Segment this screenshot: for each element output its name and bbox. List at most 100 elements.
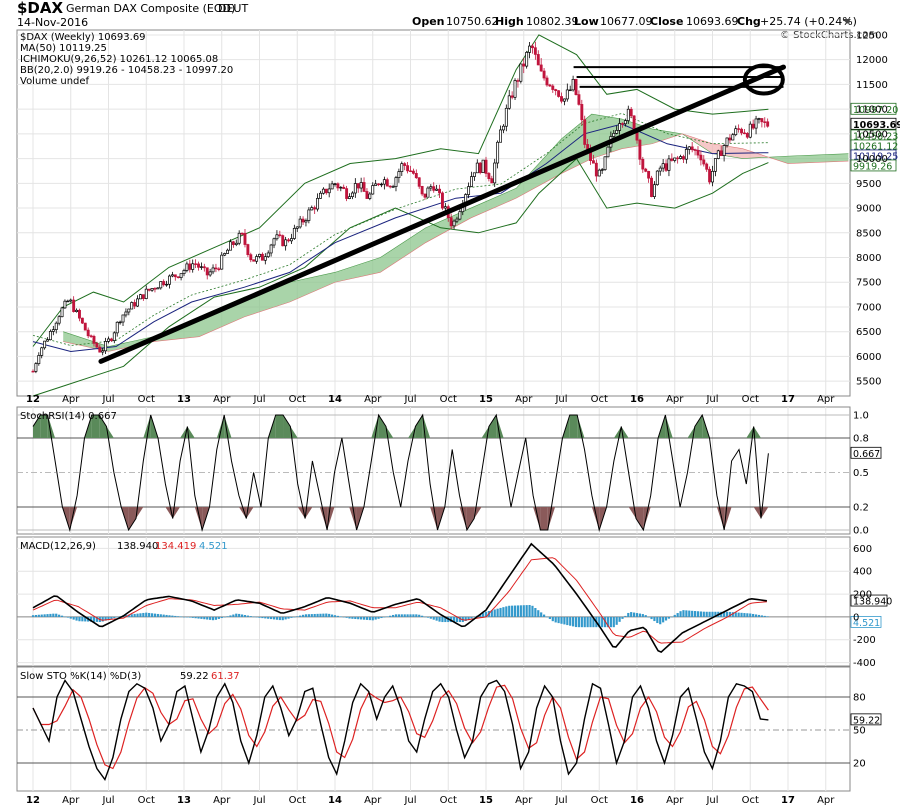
macd-histogram-bar bbox=[455, 616, 459, 623]
candle-body bbox=[374, 183, 378, 186]
candle-body bbox=[632, 115, 636, 130]
candle-body bbox=[173, 274, 177, 278]
macd-y-tick: 200 bbox=[853, 590, 872, 601]
candle-body bbox=[664, 163, 668, 171]
candle-body bbox=[75, 309, 79, 312]
macd-histogram-bar bbox=[214, 616, 218, 620]
candle-body bbox=[501, 125, 505, 131]
x-tick-label: Apr bbox=[213, 394, 231, 405]
macd-histogram-bar bbox=[191, 616, 194, 618]
stochrsi-oversold-fill bbox=[636, 507, 644, 530]
trendline bbox=[98, 64, 786, 364]
candle-body bbox=[713, 158, 717, 172]
ohlc-chg-label: Chg bbox=[737, 15, 761, 28]
macd-histogram-bar bbox=[63, 616, 67, 618]
macd-histogram-bar bbox=[499, 607, 502, 617]
candle-body bbox=[333, 183, 337, 185]
candle-body bbox=[144, 288, 148, 299]
candle-body bbox=[197, 263, 200, 268]
macd-histogram-bar bbox=[397, 614, 400, 617]
macd-histogram-bar bbox=[49, 613, 52, 617]
candle-body bbox=[141, 294, 145, 299]
macd-histogram-bar bbox=[322, 613, 325, 617]
highlight-circle bbox=[742, 63, 785, 96]
macd-histogram-bar bbox=[484, 611, 488, 617]
candle-body bbox=[629, 108, 633, 117]
candle-body bbox=[109, 338, 113, 341]
macd-histogram-bar bbox=[46, 614, 49, 617]
price-panel-frame bbox=[16, 29, 851, 397]
macd-histogram-bar bbox=[406, 614, 409, 617]
candle-body bbox=[449, 217, 453, 227]
macd-histogram-bar bbox=[763, 615, 766, 617]
stochrsi-overbought-fill bbox=[746, 426, 754, 438]
candle-body bbox=[72, 299, 76, 312]
x-tick-label: Jul bbox=[705, 795, 718, 806]
macd-histogram-bar bbox=[185, 616, 189, 618]
candle-body bbox=[606, 146, 610, 158]
macd-y-tick: 0 bbox=[853, 612, 859, 623]
candle-body bbox=[626, 108, 630, 121]
macd-histogram-bar bbox=[200, 616, 203, 619]
candle-body bbox=[603, 156, 607, 170]
candle-body bbox=[443, 206, 447, 209]
candle-body bbox=[742, 132, 746, 135]
candle-body bbox=[719, 150, 723, 157]
candle-body bbox=[51, 329, 55, 332]
macd-histogram-bar bbox=[177, 616, 180, 617]
macd-histogram-bar bbox=[702, 611, 705, 617]
ohlc-close-label: Close bbox=[650, 15, 683, 28]
macd-histogram-bar bbox=[188, 616, 191, 618]
macd-histogram-bar bbox=[458, 616, 461, 623]
macd-histogram-bar bbox=[301, 614, 305, 617]
macd-histogram-bar bbox=[435, 616, 438, 621]
macd-histogram-bar bbox=[255, 616, 258, 618]
dropdown-arrow-icon[interactable] bbox=[843, 19, 851, 24]
macd-histogram-bar bbox=[171, 615, 174, 617]
macd-histogram-bar bbox=[52, 613, 55, 617]
stochrsi-overbought-fill bbox=[91, 415, 100, 438]
macd-histogram-bar bbox=[351, 616, 354, 619]
macd-histogram-bar bbox=[479, 614, 482, 617]
candle-body bbox=[249, 254, 253, 261]
stochrsi-oversold-fill bbox=[319, 507, 328, 530]
macd-histogram-bar bbox=[647, 616, 650, 618]
macd-hist-value: 4.521 bbox=[199, 541, 228, 552]
macd-histogram-bar bbox=[377, 616, 380, 619]
macd-histogram-bar bbox=[481, 613, 485, 617]
candle-body bbox=[284, 239, 288, 247]
candle-body bbox=[644, 168, 648, 172]
macd-histogram-bar bbox=[682, 610, 685, 617]
stochrsi-oversold-fill bbox=[459, 507, 467, 530]
macd-title: MACD(12,26,9) bbox=[20, 541, 96, 552]
macd-histogram-bar bbox=[139, 613, 142, 617]
macd-histogram-bar bbox=[316, 613, 319, 617]
candle-body bbox=[638, 139, 642, 160]
sto-k-value: 59.22 bbox=[180, 671, 209, 682]
sto-panel-frame bbox=[16, 666, 851, 792]
macd-histogram-bar bbox=[34, 614, 38, 617]
candle-body bbox=[255, 256, 259, 262]
macd-histogram-bar bbox=[159, 614, 162, 617]
candle-body bbox=[568, 89, 572, 92]
price-box-label bbox=[850, 159, 897, 172]
candle-body bbox=[484, 159, 488, 174]
stochrsi-overbought-fill bbox=[275, 415, 284, 438]
candle-body bbox=[751, 123, 755, 129]
candle-body bbox=[240, 232, 244, 235]
sto-last-box bbox=[850, 713, 882, 726]
x-tick-label: 12 bbox=[26, 394, 40, 405]
macd-histogram-bar bbox=[513, 605, 517, 617]
macd-histogram-bar bbox=[502, 607, 505, 617]
macd-histogram-bar bbox=[336, 615, 340, 617]
candle-body bbox=[618, 123, 622, 131]
stochrsi-overbought-fill bbox=[224, 415, 232, 438]
stochrsi-line bbox=[32, 413, 769, 532]
candle-body bbox=[298, 218, 302, 228]
macd-histogram-bar bbox=[696, 611, 700, 617]
stochrsi-oversold-fill bbox=[69, 507, 78, 530]
candle-body bbox=[525, 52, 529, 67]
stochrsi-oversold-fill bbox=[466, 507, 475, 530]
price-box-label-text: 9919.26 bbox=[853, 161, 892, 172]
candle-body bbox=[455, 218, 459, 222]
